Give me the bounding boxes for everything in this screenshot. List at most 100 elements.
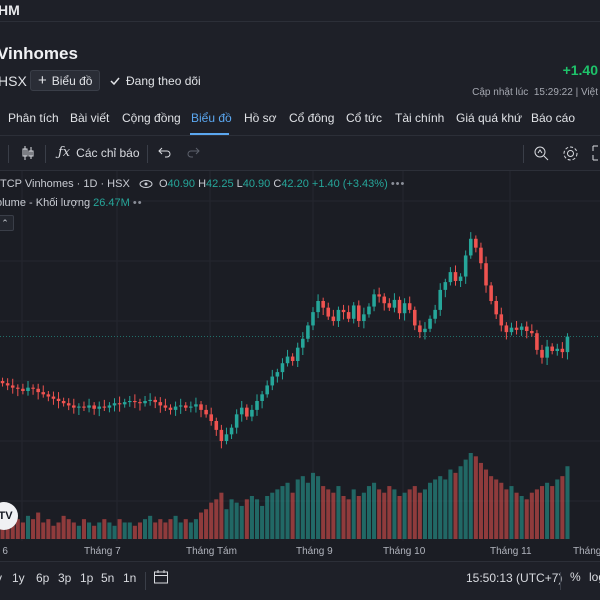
- candle-body: [133, 401, 137, 403]
- volume-bar: [372, 482, 377, 539]
- tab-phan-tich[interactable]: Phân tích: [8, 111, 59, 125]
- volume-bar: [153, 522, 158, 539]
- volume-bar: [97, 522, 102, 539]
- volume-bar: [545, 482, 550, 539]
- indicators-label: Các chỉ báo: [76, 145, 140, 160]
- tab-cong-dong[interactable]: Cộng đồng: [122, 111, 181, 125]
- candle-body: [107, 405, 112, 408]
- tab-co-tuc[interactable]: Cổ tức: [346, 111, 383, 125]
- volume-bar: [87, 522, 92, 539]
- legend-open: 40.90: [167, 178, 196, 190]
- candle-body: [443, 282, 448, 290]
- company-name: Vinhomes: [0, 44, 78, 63]
- candle-body: [382, 296, 387, 304]
- candle-body: [540, 349, 544, 358]
- candle-body: [453, 272, 458, 281]
- volume-bar: [107, 522, 112, 539]
- volume-bar: [204, 509, 209, 539]
- volume-bar: [143, 519, 148, 539]
- volume-bar: [483, 469, 489, 539]
- volume-bar: [534, 489, 539, 539]
- stock-header: Vinhomes HSX + Biểu đồ Đang theo dõi +1.…: [0, 22, 600, 102]
- volume-bar: [290, 492, 295, 539]
- candle-body: [214, 421, 219, 430]
- volume-bar: [249, 496, 254, 539]
- tab-co-dong[interactable]: Cổ đông: [289, 111, 335, 125]
- more-dots-icon[interactable]: •••: [390, 178, 406, 190]
- candle-body: [122, 402, 127, 405]
- candlestick-chart[interactable]: g 6 Tháng 7 Tháng Tám Tháng 9 Tháng 10 Tháng …: [0, 171, 600, 561]
- volume-bar: [519, 496, 524, 539]
- volume-bar: [524, 499, 529, 539]
- volume-bar: [377, 489, 382, 539]
- range-1p[interactable]: 1p: [80, 571, 94, 585]
- volume-bar: [254, 499, 260, 539]
- price-chart[interactable]: g 6 Tháng 7 Tháng Tám Tháng 9 Tháng 10 Tháng …: [0, 171, 600, 561]
- eye-icon[interactable]: [139, 179, 153, 189]
- volume-bar: [310, 472, 316, 539]
- candle-body: [16, 387, 20, 389]
- volume-bar: [331, 492, 336, 539]
- candle-body: [351, 305, 356, 319]
- volume-bar: [158, 519, 163, 539]
- x-axis-month-label: Tháng 7: [84, 546, 121, 557]
- range-all[interactable]: y: [0, 571, 2, 585]
- exchange-label: HSX: [0, 73, 27, 89]
- candle-body: [474, 238, 478, 248]
- calendar-range-icon[interactable]: [153, 569, 169, 588]
- range-1y[interactable]: 1y: [12, 571, 25, 585]
- clock-timezone[interactable]: 15:50:13 (UTC+7): [466, 571, 563, 585]
- tab-bieu-do[interactable]: Biểu đồ: [191, 111, 232, 125]
- candle-body: [209, 414, 213, 421]
- candle-body: [260, 394, 264, 401]
- candle-body: [239, 407, 244, 415]
- candle-body: [127, 401, 132, 403]
- tab-bai-viet[interactable]: Bài viết: [70, 111, 110, 125]
- volume-bar: [61, 515, 66, 539]
- volume-bar: [178, 522, 183, 539]
- range-3p[interactable]: 3p: [58, 571, 72, 585]
- tradingview-logo-icon[interactable]: TV: [0, 502, 18, 530]
- chart-button-label: Biểu đồ: [51, 73, 93, 88]
- candle-body: [387, 303, 392, 308]
- candle-body: [41, 392, 46, 395]
- fullscreen-icon[interactable]: [592, 145, 600, 161]
- volume-bar: [163, 522, 168, 539]
- tab-ho-so[interactable]: Hồ sơ: [244, 111, 277, 125]
- range-1n[interactable]: 1n: [123, 571, 137, 585]
- candle-body: [530, 331, 534, 334]
- candle-body: [306, 325, 310, 339]
- volume-bar: [239, 505, 244, 539]
- undo-icon[interactable]: [158, 145, 172, 159]
- percent-scale-toggle[interactable]: %: [570, 570, 581, 584]
- volume-bar: [234, 502, 239, 539]
- candle-body: [178, 405, 183, 407]
- range-6p[interactable]: 6p: [36, 571, 50, 585]
- alert-search-icon[interactable]: [533, 145, 549, 161]
- legend-l-key: L: [236, 178, 243, 190]
- candle-body: [77, 406, 81, 408]
- candle-body: [173, 406, 178, 410]
- redo-icon[interactable]: [186, 145, 200, 159]
- gear-icon[interactable]: [562, 145, 579, 162]
- candle-body: [21, 388, 25, 391]
- volume-bar: [173, 515, 178, 539]
- volume-bar: [433, 479, 438, 539]
- range-5n[interactable]: 5n: [101, 571, 115, 585]
- candle-body: [295, 347, 300, 361]
- legend-high: 42.25: [206, 178, 234, 190]
- candles-icon[interactable]: [20, 145, 36, 161]
- volume-bar: [122, 522, 127, 539]
- tab-tai-chinh[interactable]: Tài chính: [395, 111, 445, 125]
- log-scale-toggle[interactable]: log: [589, 570, 600, 584]
- indicators-button[interactable]: ƒx Các chỉ báo: [58, 145, 140, 160]
- volume-bar: [188, 522, 193, 539]
- candle-body: [285, 356, 290, 364]
- collapse-legend-button[interactable]: ⌃: [0, 215, 14, 231]
- legend-change: +1.40 (+3.43%): [311, 178, 388, 190]
- chart-button[interactable]: + Biểu đồ: [30, 70, 101, 91]
- tab-gia-qua-khu[interactable]: Giá quá khứ: [456, 111, 523, 125]
- follow-button[interactable]: Đang theo dõi: [110, 74, 201, 88]
- tab-bao-cao[interactable]: Báo cáo: [531, 111, 576, 125]
- more-dots-icon[interactable]: ••: [132, 197, 143, 209]
